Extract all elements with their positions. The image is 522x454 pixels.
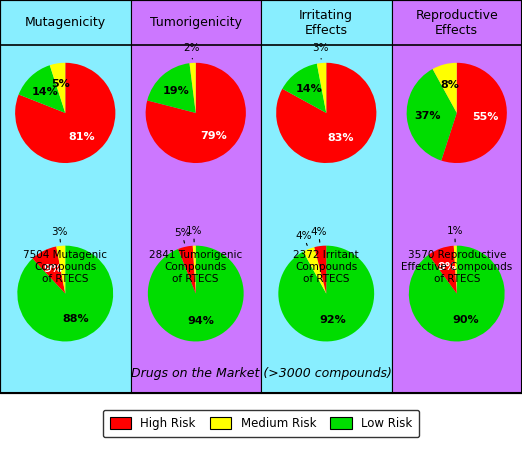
Wedge shape xyxy=(433,63,457,113)
Text: 3%: 3% xyxy=(312,43,328,59)
Text: Irritating
Effects: Irritating Effects xyxy=(299,9,353,37)
Text: 5%: 5% xyxy=(51,79,70,89)
Wedge shape xyxy=(17,246,113,341)
Text: Drugs on the Market (>3000 compounds): Drugs on the Market (>3000 compounds) xyxy=(130,366,392,380)
Wedge shape xyxy=(278,246,374,341)
Text: Mutagenicity: Mutagenicity xyxy=(25,16,106,29)
Text: 2372 Irritant
Compounds
of RTECS: 2372 Irritant Compounds of RTECS xyxy=(293,251,359,284)
Text: 14%: 14% xyxy=(32,87,59,97)
Wedge shape xyxy=(454,246,457,294)
Text: 1%: 1% xyxy=(185,226,202,242)
Text: 55%: 55% xyxy=(472,113,499,123)
Wedge shape xyxy=(282,64,326,113)
Wedge shape xyxy=(178,246,196,294)
Text: 83%: 83% xyxy=(328,133,354,143)
Text: 8%: 8% xyxy=(440,80,459,90)
Text: 3570 Reproductive
Effective Compounds
of RTECS: 3570 Reproductive Effective Compounds of… xyxy=(401,251,513,284)
Text: Tumorigenicity: Tumorigenicity xyxy=(150,16,242,29)
Text: 14%: 14% xyxy=(296,84,323,94)
Wedge shape xyxy=(317,63,326,113)
Wedge shape xyxy=(50,63,65,113)
Text: 79%: 79% xyxy=(200,131,227,141)
Wedge shape xyxy=(276,63,376,163)
Text: 92%: 92% xyxy=(320,316,347,326)
Wedge shape xyxy=(303,247,326,294)
Text: 88%: 88% xyxy=(62,314,89,325)
Text: 9%: 9% xyxy=(438,262,457,272)
Wedge shape xyxy=(193,246,196,294)
Wedge shape xyxy=(15,63,115,163)
Text: 19%: 19% xyxy=(163,86,190,96)
Wedge shape xyxy=(407,69,457,161)
Text: 4%: 4% xyxy=(310,227,327,242)
Text: 9%: 9% xyxy=(43,264,62,274)
Text: 7504 Mutagenic
Compounds
of RTECS: 7504 Mutagenic Compounds of RTECS xyxy=(23,251,107,284)
Text: 37%: 37% xyxy=(414,111,441,121)
Wedge shape xyxy=(56,246,65,294)
Wedge shape xyxy=(147,63,196,113)
Wedge shape xyxy=(32,247,65,294)
Text: 5%: 5% xyxy=(174,228,191,243)
Text: 4%: 4% xyxy=(295,231,312,246)
Text: 90%: 90% xyxy=(452,315,479,325)
Wedge shape xyxy=(441,63,507,163)
Wedge shape xyxy=(189,63,196,113)
Wedge shape xyxy=(314,246,326,294)
Text: 3%: 3% xyxy=(51,227,68,242)
Wedge shape xyxy=(146,63,246,163)
Text: Reproductive
Effects: Reproductive Effects xyxy=(416,9,498,37)
Text: 94%: 94% xyxy=(187,316,215,326)
Wedge shape xyxy=(409,246,505,341)
Wedge shape xyxy=(19,65,65,113)
Text: 2%: 2% xyxy=(183,43,200,59)
Text: 2841 Tumorigenic
Compounds
of RTECS: 2841 Tumorigenic Compounds of RTECS xyxy=(149,251,242,284)
Text: 81%: 81% xyxy=(68,132,95,142)
Wedge shape xyxy=(148,246,244,341)
Legend: High Risk, Medium Risk, Low Risk: High Risk, Medium Risk, Low Risk xyxy=(103,410,419,437)
Text: 1%: 1% xyxy=(446,226,463,242)
Wedge shape xyxy=(429,246,457,294)
